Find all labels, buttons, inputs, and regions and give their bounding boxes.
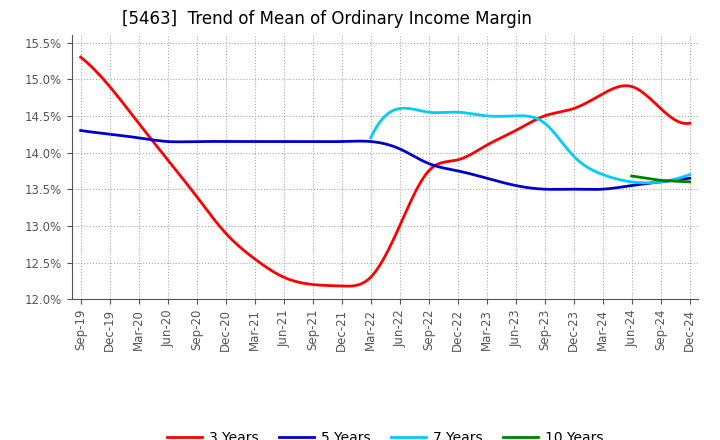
5 Years (439, 165, 448, 171)
7 Years (366, 135, 375, 140)
3 Years (343, 283, 352, 289)
7 Years (642, 180, 651, 185)
3 Years (371, 270, 379, 275)
3 Years (367, 274, 376, 279)
3 Years (685, 121, 694, 126)
Line: 10 Years: 10 Years (631, 176, 690, 182)
10 Years (627, 173, 636, 179)
10 Years (685, 179, 694, 184)
3 Years (577, 103, 585, 108)
Legend: 3 Years, 5 Years, 7 Years, 10 Years: 3 Years, 5 Years, 7 Years, 10 Years (161, 425, 609, 440)
3 Years (76, 55, 85, 60)
7 Years (521, 113, 529, 118)
7 Years (539, 120, 548, 125)
5 Years (672, 177, 680, 183)
3 Years (672, 118, 680, 123)
5 Years (589, 187, 598, 192)
5 Years (366, 139, 374, 144)
3 Years (407, 197, 415, 202)
10 Years (657, 178, 665, 183)
7 Years (518, 113, 527, 118)
7 Years (557, 139, 565, 144)
7 Years (400, 106, 408, 111)
5 Years (369, 139, 378, 144)
5 Years (575, 187, 584, 192)
Text: [5463]  Trend of Mean of Ordinary Income Margin: [5463] Trend of Mean of Ordinary Income … (122, 10, 532, 28)
3 Years (440, 159, 449, 165)
Line: 5 Years: 5 Years (81, 131, 690, 190)
5 Years (685, 176, 694, 181)
7 Years (685, 172, 694, 177)
7 Years (679, 174, 688, 180)
Line: 3 Years: 3 Years (81, 57, 690, 286)
5 Years (406, 151, 415, 157)
Line: 7 Years: 7 Years (371, 108, 690, 183)
5 Years (76, 128, 85, 133)
7 Years (629, 180, 637, 185)
